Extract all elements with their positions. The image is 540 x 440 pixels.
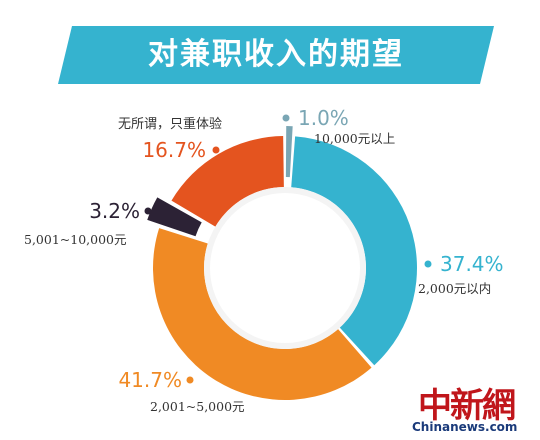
chart-title: 对兼职收入的期望: [148, 37, 404, 72]
donut-slice: [291, 136, 418, 366]
slice-percent-label: 16.7%: [142, 138, 206, 162]
watermark-url: Chinanews.com: [412, 420, 518, 434]
slice-percent-label: 41.7%: [118, 368, 182, 392]
watermark-logo: 中新網: [418, 386, 516, 426]
donut-slice: [171, 136, 284, 227]
slice-marker-dot: [144, 207, 152, 215]
slice-category-label: 2,001~5,000元: [150, 399, 245, 414]
slice-category-label: 2,000元以内: [418, 281, 491, 296]
banner-shape: [58, 26, 494, 84]
donut-center: [204, 187, 366, 349]
slice-category-label: 5,001~10,000元: [24, 232, 127, 247]
slice-marker-dot: [424, 260, 432, 268]
donut-slices: [147, 126, 418, 400]
slice-category-label: 无所谓，只重体验: [118, 116, 222, 132]
slice-marker-dot: [186, 376, 194, 384]
slice-labels: 1.0%10,000元以上 37.4% 2,000元以内 41.7% 2,001~5,0…: [24, 106, 504, 414]
slice-percent-label: 1.0%: [298, 106, 349, 130]
title-banner: 对兼职收入的期望: [58, 26, 494, 84]
slice-category-label: 10,000元以上: [314, 131, 395, 146]
slice-percent-label: 3.2%: [89, 199, 140, 223]
slice-marker-dot: [212, 146, 220, 154]
slice-marker-dot: [282, 114, 290, 122]
donut-slice: [153, 228, 372, 400]
donut-slice: [147, 197, 202, 237]
slice-percent-label: 37.4%: [440, 252, 504, 276]
chinanews-watermark: 中新網 Chinanews.com: [412, 378, 532, 438]
donut-slice: [285, 126, 293, 178]
